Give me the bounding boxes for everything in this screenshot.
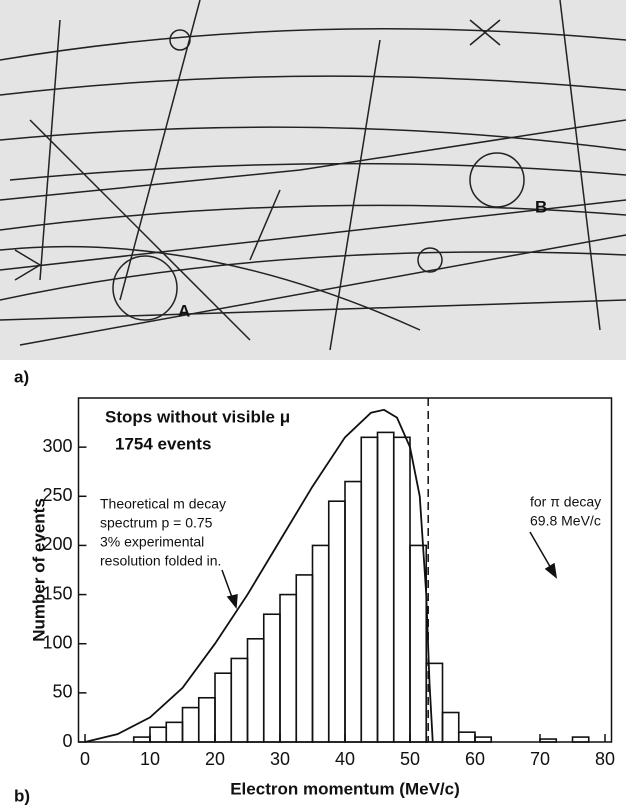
panel-label: b) <box>14 786 30 805</box>
histogram-bar <box>230 657 249 743</box>
x-tick-label: 20 <box>205 749 225 769</box>
y-axis-label: Number of events <box>29 498 48 642</box>
annotation: Theoretical m decay <box>100 496 226 512</box>
x-axis-label: Electron momentum (MeV/c) <box>230 779 460 798</box>
y-tick-label: 0 <box>62 731 72 751</box>
histogram-bar <box>457 731 476 743</box>
photo-marker: A <box>178 301 190 320</box>
histogram-bar <box>441 711 460 743</box>
y-tick-label: 250 <box>42 485 72 505</box>
annotation: spectrum p = 0.75 <box>100 515 213 531</box>
tracks <box>0 0 626 351</box>
histogram-bar <box>392 436 411 743</box>
x-tick-label: 60 <box>465 749 485 769</box>
histogram-bar <box>474 736 493 743</box>
histogram-bar <box>214 672 233 743</box>
bubble-chamber-photo: A B <box>0 0 626 360</box>
annotation: 3% experimental <box>100 534 204 550</box>
histogram-bar <box>246 637 265 743</box>
histogram-bar <box>181 706 200 743</box>
histogram-bar <box>376 431 395 743</box>
histogram-bar <box>311 544 330 743</box>
histogram-bar <box>132 736 151 743</box>
annotation: for π decay <box>530 494 601 510</box>
x-tick-label: 40 <box>335 749 355 769</box>
x-tick-label: 80 <box>595 749 615 769</box>
panel-label: a) <box>14 367 29 386</box>
y-tick-label: 50 <box>52 682 72 702</box>
histogram-bar <box>197 696 216 743</box>
histogram-bar <box>165 721 184 743</box>
histogram-bar <box>327 500 346 743</box>
y-tick-label: 200 <box>42 534 72 554</box>
histogram-bar <box>279 593 298 743</box>
annotation: resolution folded in. <box>100 553 221 569</box>
annotation: Stops without visible μ <box>105 407 290 426</box>
histogram-bar <box>262 613 281 743</box>
annotation: 1754 events <box>115 434 211 453</box>
y-tick-label: 150 <box>42 583 72 603</box>
y-tick-label: 100 <box>42 632 72 652</box>
arrows <box>221 531 558 609</box>
annotation: 69.8 MeV/c <box>530 513 601 529</box>
histogram-bar <box>539 738 558 743</box>
histogram-bar <box>344 480 363 743</box>
histogram-bar <box>425 662 444 743</box>
x-tick-label: 70 <box>530 749 550 769</box>
histogram-bar <box>149 726 168 743</box>
x-tick-label: 0 <box>80 749 90 769</box>
y-tick-label: 300 <box>42 436 72 456</box>
histogram-bar <box>295 574 314 743</box>
x-tick-label: 30 <box>270 749 290 769</box>
histogram-bar <box>409 544 428 743</box>
histogram-bar <box>571 736 590 743</box>
x-tick-label: 10 <box>140 749 160 769</box>
photo-background <box>0 0 626 360</box>
theory-curve <box>84 408 434 743</box>
photo-marker: B <box>535 197 547 216</box>
x-tick-label: 50 <box>400 749 420 769</box>
histogram-bar <box>360 436 379 743</box>
